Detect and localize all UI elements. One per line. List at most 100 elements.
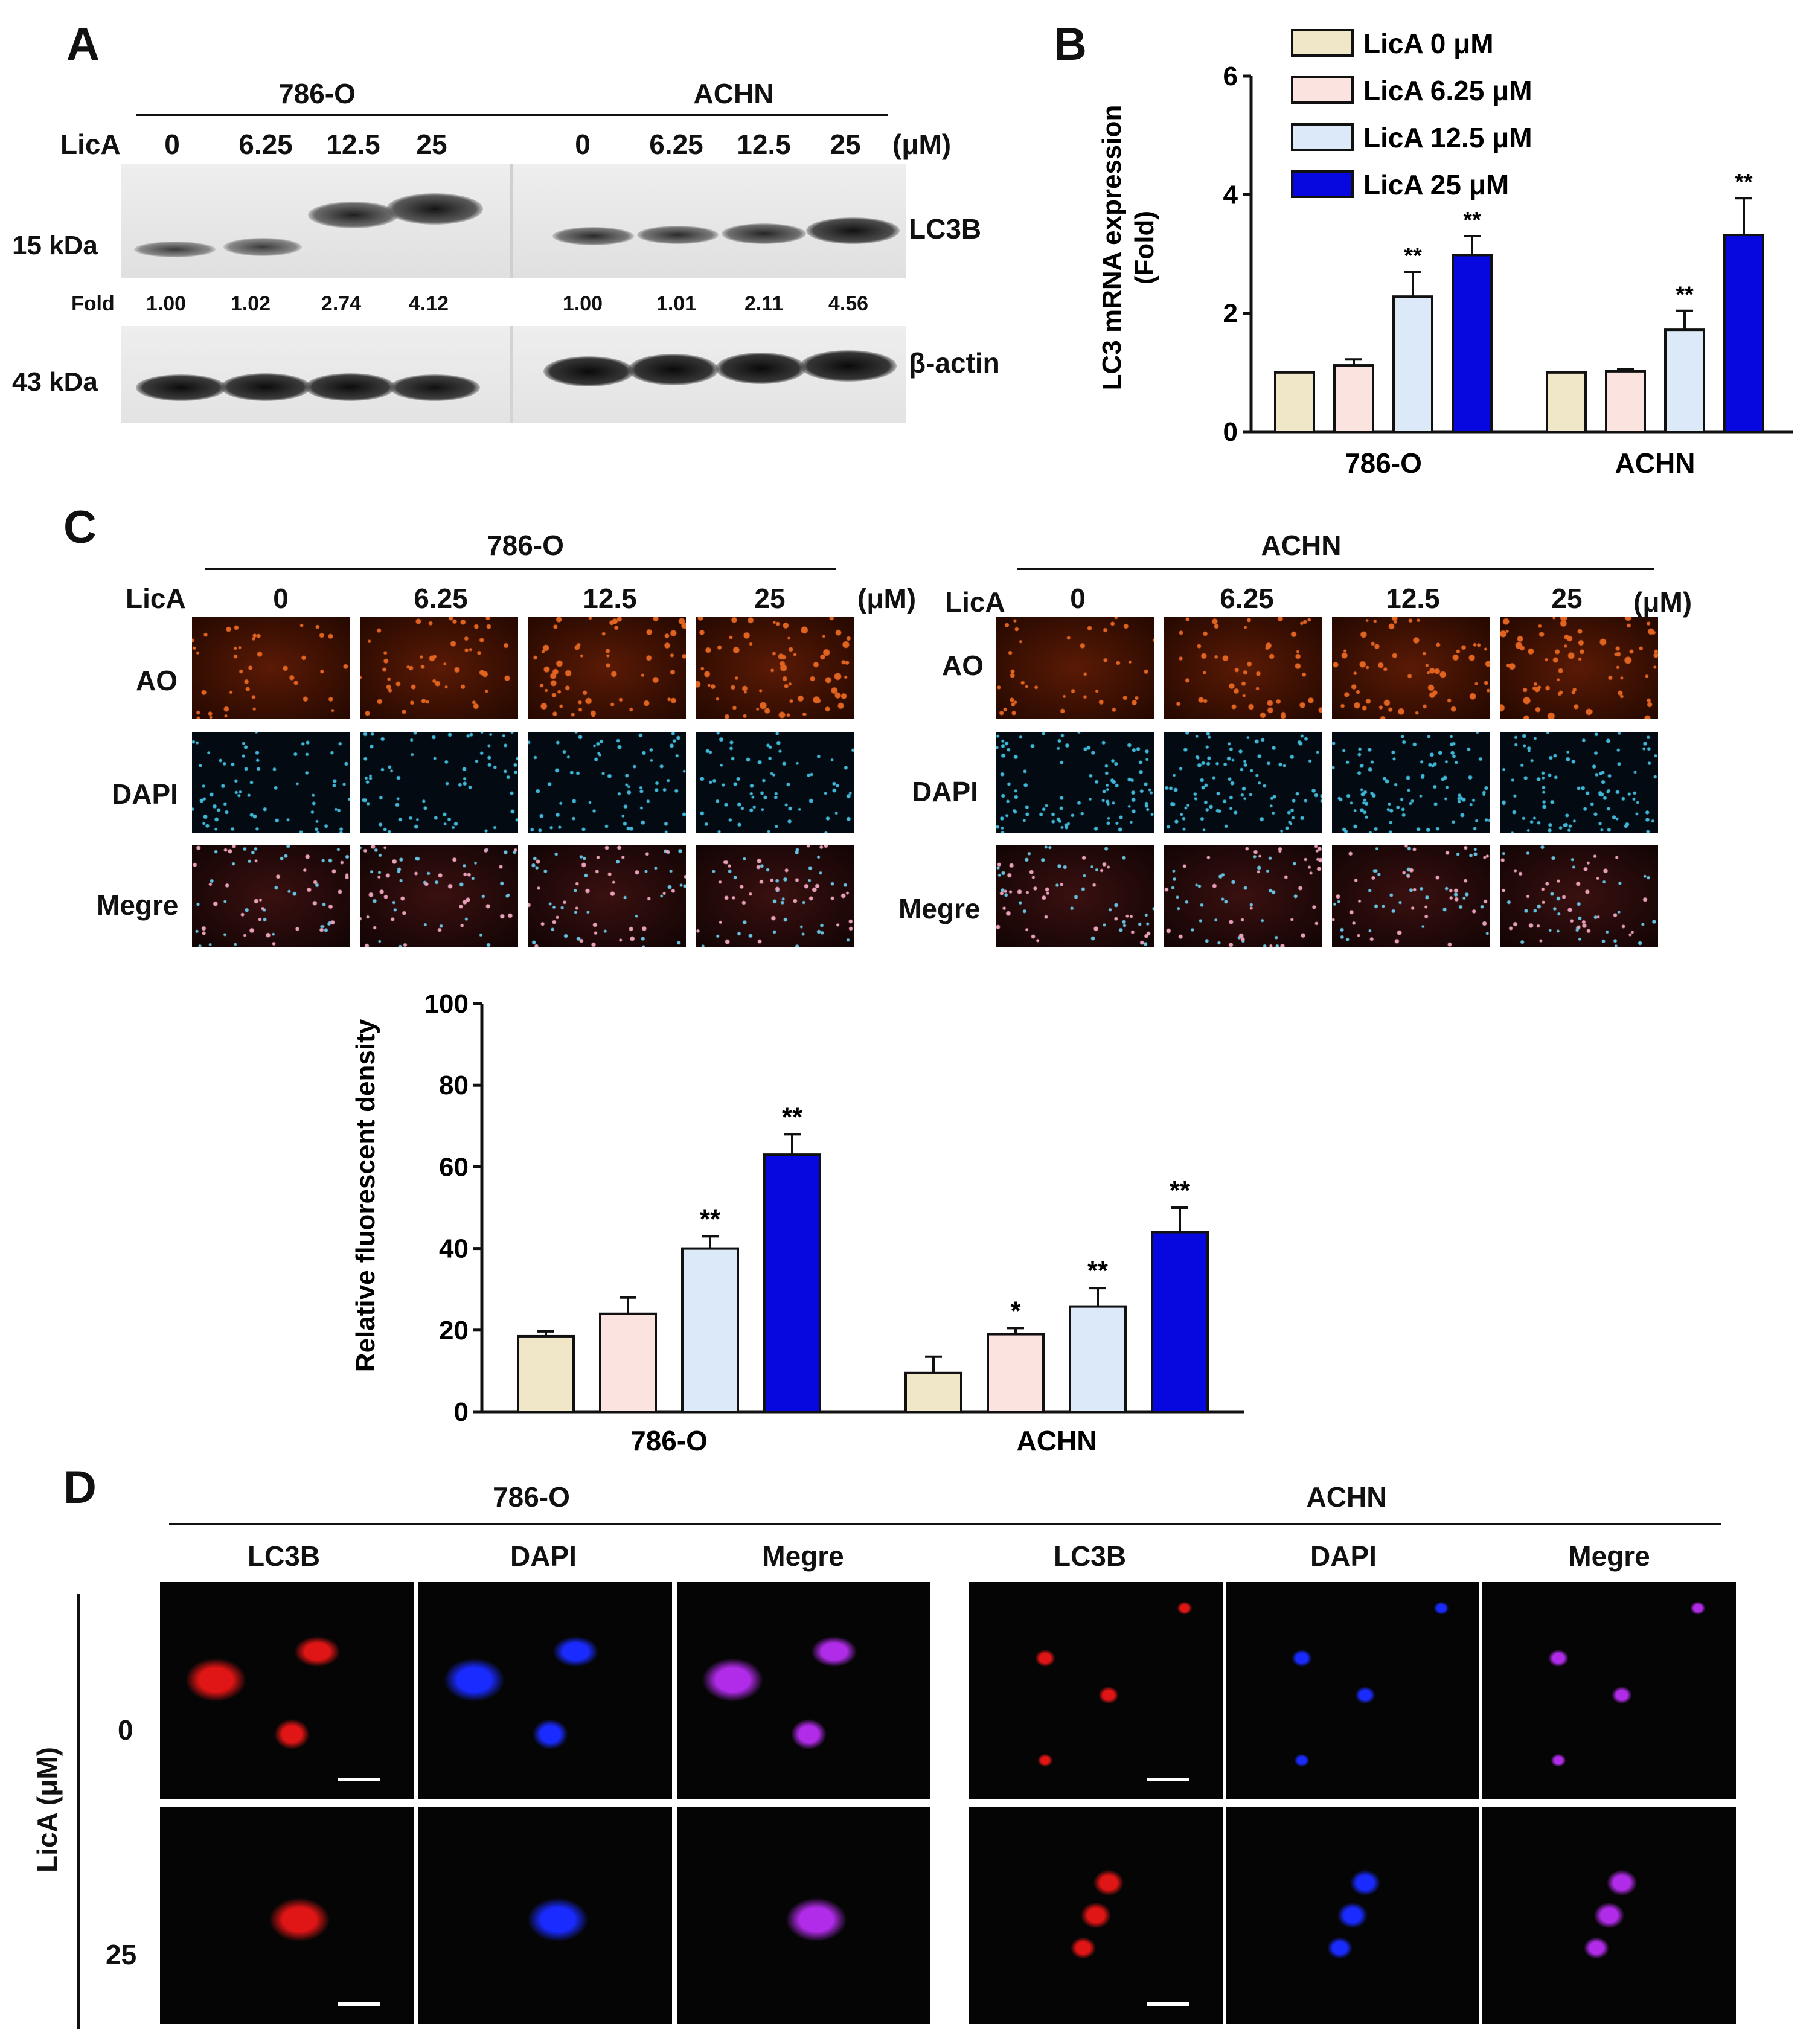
panel-d-header-line	[169, 1523, 1721, 1525]
micrograph-tile	[192, 617, 350, 719]
legend-label: LicA 6.25 μM	[1363, 75, 1532, 106]
panel-d-channel: DAPI	[1310, 1540, 1377, 1572]
category-label: 786-O	[630, 1425, 708, 1456]
panel-a-dose: 25	[416, 129, 447, 160]
y-tick-label: 4	[1223, 180, 1238, 210]
micrograph-tile	[192, 732, 350, 833]
scale-bar	[338, 1778, 381, 1781]
lc3b-blot	[121, 164, 906, 278]
panel-b-chart: LC3 mRNA expression (Fold) 0 2 4 6 ** ** 786-O…	[1097, 28, 1793, 479]
panel-c-row-label-megre-right: Megre	[898, 893, 981, 924]
significance-marker: **	[1170, 1176, 1191, 1205]
legend-swatch	[1291, 76, 1354, 104]
bar	[1723, 234, 1764, 433]
panel-c-dose: 0	[273, 583, 289, 614]
panel-d-cellline-786o: 786-O	[493, 1481, 570, 1513]
panel-a-dose: 25	[830, 129, 861, 160]
panel-c-row-label-megre: Megre	[97, 889, 179, 921]
micrograph-tile	[1500, 617, 1658, 719]
bar	[681, 1247, 739, 1413]
legend-swatch	[1291, 29, 1354, 57]
panel-c-chart: Relative fluorescent density 0 20 40 60 80 10…	[351, 989, 1244, 1456]
significance-marker: **	[700, 1204, 721, 1234]
panel-d-channel: Megre	[1568, 1540, 1650, 1572]
panel-c-achn-line	[1017, 568, 1654, 570]
significance-marker: *	[1010, 1296, 1021, 1325]
micrograph-tile	[1164, 732, 1322, 833]
panel-c-unit-left: (μM)	[857, 583, 917, 614]
panel-a-cellline-achn: ACHN	[693, 78, 774, 109]
micrograph-tile	[1332, 732, 1490, 833]
panel-a-protein-top: LC3B	[909, 213, 982, 245]
panel-c-dose: 12.5	[583, 583, 637, 614]
y-tick-label: 40	[439, 1234, 469, 1264]
significance-marker: **	[1735, 170, 1753, 195]
micrograph-tile	[996, 845, 1154, 947]
panel-a-cellline-786o: 786-O	[278, 78, 356, 109]
category-label: ACHN	[1017, 1425, 1097, 1456]
bar	[1333, 364, 1374, 434]
panel-c-row-label-ao: AO	[136, 665, 178, 696]
bar	[904, 1371, 962, 1414]
confocal-image	[1482, 1582, 1736, 1799]
significance-marker: **	[1404, 243, 1422, 269]
y-tick-label: 60	[439, 1152, 469, 1182]
panel-a-dose: 12.5	[326, 129, 380, 160]
panel-d-cellline-achn: ACHN	[1306, 1481, 1387, 1513]
panel-a-protein-bottom: β-actin	[909, 347, 1000, 379]
significance-marker: **	[782, 1102, 803, 1132]
fold-value: 1.00	[146, 292, 187, 315]
micrograph-tile	[528, 845, 686, 947]
panel-d-label: D	[63, 1462, 97, 1513]
panel-c-licA-right: LicA	[945, 586, 1005, 618]
panel-a-label: A	[66, 19, 100, 70]
micrograph-tile	[1500, 845, 1658, 947]
significance-marker: **	[1087, 1256, 1109, 1286]
micrograph-tile	[360, 732, 518, 833]
confocal-image	[969, 1807, 1223, 2024]
legend-swatch	[1291, 123, 1354, 151]
panel-d-axis-line	[77, 1594, 80, 2029]
micrograph-tile	[360, 845, 518, 947]
bar	[1452, 254, 1493, 433]
panel-c-licA-left: LicA	[126, 583, 186, 614]
confocal-image	[418, 1807, 672, 2024]
panel-c-row-label-dapi: DAPI	[112, 778, 178, 810]
confocal-image	[1226, 1582, 1479, 1799]
bar	[1546, 371, 1587, 433]
bar	[517, 1334, 575, 1413]
micrograph-tile	[696, 617, 854, 719]
category-label: ACHN	[1615, 447, 1695, 479]
confocal-image	[160, 1582, 414, 1799]
panel-c-dose: 6.25	[414, 583, 468, 614]
panel-c-dose: 25	[754, 583, 786, 614]
micrograph-tile	[1164, 617, 1322, 719]
y-tick-label: 0	[1223, 417, 1238, 447]
confocal-image	[969, 1582, 1223, 1799]
micrograph-tile	[1500, 732, 1658, 833]
bar	[599, 1312, 657, 1414]
panel-c-dose: 0	[1070, 583, 1086, 614]
scale-bar	[338, 2002, 381, 2006]
confocal-image	[1226, 1807, 1479, 2024]
panel-c-dose: 25	[1551, 583, 1583, 614]
panel-a-dose: 12.5	[737, 129, 791, 160]
significance-marker: **	[1676, 283, 1694, 308]
bar	[763, 1153, 821, 1413]
confocal-image	[1482, 1807, 1736, 2024]
panel-a-mw-bottom: 43 kDa	[12, 367, 98, 397]
panel-a-dose: 6.25	[649, 129, 703, 160]
confocal-image	[677, 1582, 930, 1799]
panel-b-label: B	[1054, 19, 1087, 70]
bar	[1151, 1231, 1209, 1413]
panel-c-unit-right: (μM)	[1633, 586, 1692, 618]
bar	[1605, 370, 1646, 433]
panel-c-786o-line	[205, 568, 836, 570]
panel-a-dose: 0	[575, 129, 591, 160]
panel-c-dose: 6.25	[1220, 583, 1274, 614]
scale-bar	[1147, 1778, 1190, 1781]
micrograph-tile	[696, 845, 854, 947]
legend-label: LicA 12.5 μM	[1363, 122, 1532, 153]
panel-a-header-line	[136, 114, 888, 116]
legend-swatch	[1291, 170, 1354, 198]
